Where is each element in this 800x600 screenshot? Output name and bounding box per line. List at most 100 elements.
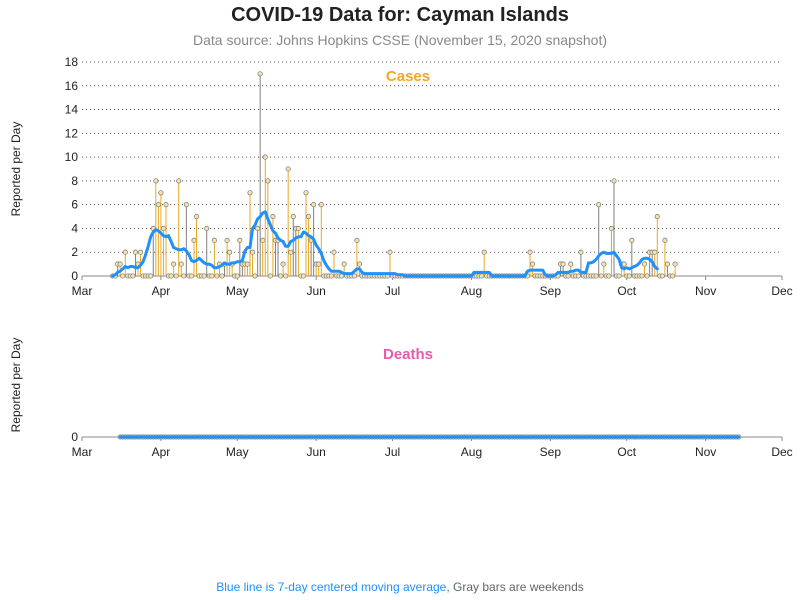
daily-point (148, 273, 154, 279)
daily-point (565, 273, 571, 279)
daily-point (249, 249, 256, 255)
daily-point (214, 273, 220, 279)
daily-point (117, 261, 123, 267)
daily-point (260, 237, 266, 243)
daily-point (252, 273, 258, 279)
daily-point (606, 273, 612, 279)
daily-point (277, 273, 284, 279)
daily-point (621, 261, 627, 267)
daily-point (173, 273, 179, 279)
daily-point (593, 273, 599, 279)
daily-point (356, 261, 363, 267)
daily-point (122, 249, 128, 255)
daily-point (255, 225, 261, 231)
daily-point (318, 202, 324, 208)
daily-point (481, 249, 487, 255)
daily-point (153, 178, 159, 184)
daily-point (285, 166, 291, 172)
daily-point (155, 202, 161, 208)
daily-point (560, 261, 566, 267)
daily-point (209, 273, 215, 279)
daily-point (479, 273, 485, 279)
daily-point (244, 261, 251, 267)
daily-point (168, 273, 174, 279)
daily-point (596, 202, 602, 208)
daily-point (644, 273, 650, 279)
chart-footnote: Blue line is 7-day centered moving avera… (0, 580, 800, 594)
daily-point (160, 225, 167, 231)
daily-point (227, 249, 233, 255)
daily-point (626, 273, 632, 279)
y-tick-label: 12 (65, 126, 79, 140)
daily-point (130, 273, 136, 279)
x-tick-label: Sep (540, 284, 562, 298)
daily-point (178, 261, 184, 267)
daily-point (652, 249, 658, 255)
daily-point (280, 261, 286, 267)
daily-point (288, 249, 294, 255)
daily-point (234, 273, 240, 279)
daily-point (672, 261, 678, 267)
daily-point (219, 273, 225, 279)
x-tick-label: Oct (617, 445, 636, 459)
daily-point (265, 178, 271, 184)
chart-panel-1: 0 2 4 6 8 10 12 14 16 18 Mar Apr May Jun Jul Aug Sep Oct N… (9, 55, 793, 298)
y-tick-label: 2 (71, 245, 78, 259)
daily-point (188, 273, 195, 279)
chart-subtitle: Data source: Johns Hopkins CSSE (Novembe… (193, 32, 607, 48)
daily-point (137, 249, 144, 255)
daily-point (191, 237, 197, 243)
daily-point (331, 249, 337, 255)
daily-point (387, 249, 393, 255)
daily-point (158, 190, 164, 196)
daily-point (300, 273, 307, 279)
daily-point (601, 261, 607, 267)
daily-point (654, 214, 660, 220)
footnote-average-note: Blue line is 7-day centered moving avera… (216, 580, 450, 594)
daily-point (283, 273, 289, 279)
y-tick-label: 10 (65, 150, 79, 164)
daily-point (659, 273, 665, 279)
y-tick-label: 6 (71, 198, 78, 212)
daily-point (270, 214, 276, 220)
x-tick-label: Aug (461, 445, 482, 459)
daily-point (328, 273, 335, 279)
x-tick-label: May (226, 284, 249, 298)
x-tick-label: Dec (771, 445, 792, 459)
y-tick-label: 8 (71, 174, 78, 188)
daily-point (201, 273, 207, 279)
x-tick-label: Sep (540, 445, 562, 459)
x-tick-label: Oct (617, 284, 636, 298)
daily-point (616, 273, 622, 279)
x-tick-label: Aug (461, 284, 482, 298)
x-tick-label: Dec (771, 284, 792, 298)
y-axis-label: Reported per Day (9, 338, 23, 433)
daily-point (204, 225, 210, 231)
daily-point (639, 273, 645, 279)
x-tick-label: Apr (152, 284, 171, 298)
daily-point (662, 237, 668, 243)
daily-point (311, 202, 317, 208)
daily-point (575, 273, 581, 279)
daily-point (237, 237, 243, 243)
daily-point (132, 249, 139, 255)
daily-point (629, 237, 635, 243)
daily-point (211, 237, 217, 243)
daily-point (224, 237, 230, 243)
x-tick-label: May (226, 445, 249, 459)
daily-point (303, 190, 309, 196)
daily-point (120, 273, 126, 279)
daily-point (598, 273, 604, 279)
daily-point (608, 225, 615, 231)
y-tick-label: 18 (65, 55, 79, 69)
panel-title: Deaths (383, 346, 433, 363)
daily-point (267, 273, 273, 279)
daily-point (641, 261, 648, 267)
daily-point (257, 71, 263, 77)
x-tick-label: Jun (307, 284, 326, 298)
daily-point (568, 261, 574, 267)
x-tick-label: Jul (385, 445, 400, 459)
daily-point (611, 178, 617, 184)
